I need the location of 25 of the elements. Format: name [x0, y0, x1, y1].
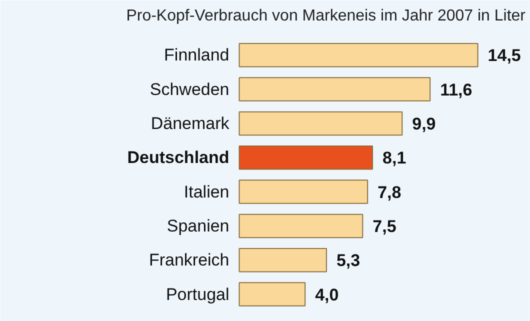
- y-tick-label: Portugal: [166, 284, 230, 304]
- bar: [238, 248, 327, 272]
- bar: [238, 214, 364, 238]
- y-tick-label: Spanien: [166, 216, 230, 236]
- data-label: 5,3: [336, 251, 360, 270]
- y-tick-label: Italien: [184, 182, 230, 202]
- data-label: 4,0: [315, 285, 339, 304]
- y-tick-label: Finnland: [164, 46, 230, 65]
- bar: [238, 43, 478, 68]
- data-label: 9,9: [412, 114, 436, 134]
- bar: [238, 77, 431, 102]
- chart-title: Pro-Kopf-Verbrauch von Markeneis im Jahr 2007 in Liter: [126, 8, 526, 24]
- data-label: 7,5: [372, 216, 396, 236]
- y-tick-label: Schweden: [150, 80, 230, 99]
- data-label: 11,6: [440, 80, 472, 100]
- bar: [238, 180, 368, 204]
- y-tick-label: Deutschland: [127, 148, 230, 168]
- bar: [238, 146, 374, 170]
- bar: [238, 282, 306, 306]
- y-tick-label: Dänemark: [150, 114, 230, 133]
- data-label: 7,8: [378, 182, 402, 202]
- y-tick-label: Frankreich: [148, 250, 230, 270]
- data-label: 8,1: [382, 148, 406, 168]
- data-label: 14,5: [488, 46, 521, 66]
- bar: [238, 111, 403, 136]
